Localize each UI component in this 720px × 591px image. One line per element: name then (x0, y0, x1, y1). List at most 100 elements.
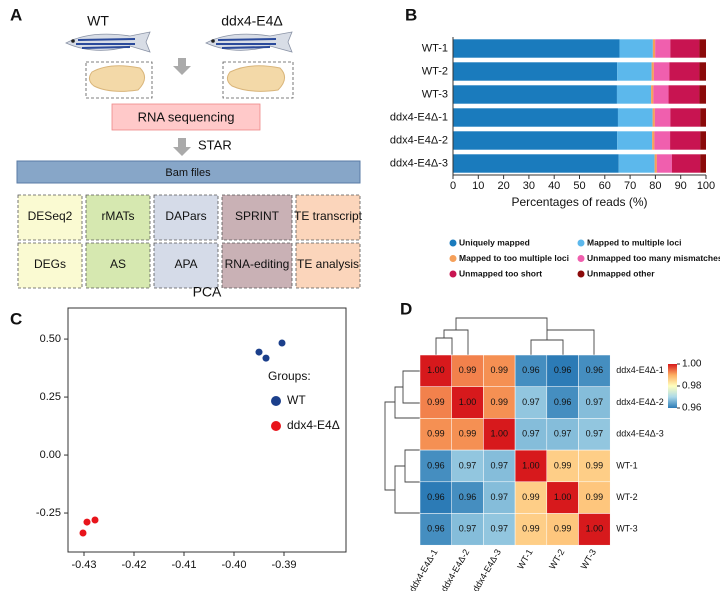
panel-a: A WT ddx4-E4Δ RNA sequencing STAR Bam fi… (10, 5, 363, 289)
x-tick-label: 30 (523, 180, 535, 192)
colorbar-label: 1.00 (682, 359, 702, 370)
heat-cell (578, 513, 611, 546)
heat-cell (451, 513, 484, 546)
y-tick-label: -0.25 (36, 507, 61, 519)
bar-segment (699, 39, 706, 58)
cell-label: 0.99 (490, 397, 508, 407)
cell-label: 0.97 (586, 397, 604, 407)
bar-segment (699, 85, 706, 104)
cell-label: 0.99 (427, 429, 445, 439)
legend-label: Unmapped too short (459, 268, 542, 278)
row-label: ddx4-E4Δ-1 (616, 365, 664, 375)
bar-segment (700, 154, 706, 173)
bar-segment (671, 154, 701, 173)
heat-cell (578, 449, 611, 483)
x-tick-label: 80 (649, 180, 661, 192)
column-label: ddx4-E4Δ-3 (471, 547, 503, 591)
cell-label: 1.00 (554, 492, 572, 502)
tool-box (295, 194, 361, 241)
x-tick-label: 10 (472, 180, 484, 192)
cell-label: 0.97 (554, 429, 572, 439)
bar-segment (617, 108, 653, 127)
tool-label: DAPars (165, 209, 206, 223)
cell-label: 0.99 (459, 429, 477, 439)
chart-title: PCA (193, 284, 222, 300)
row-label: WT-3 (616, 524, 638, 534)
tool-label: DEGs (34, 257, 66, 271)
cell-label: 0.97 (459, 460, 477, 470)
cell-label: 0.99 (522, 524, 540, 534)
panel-label: B (405, 5, 417, 24)
column-label: ddx4-E4Δ-1 (407, 547, 439, 591)
cell-label: 0.97 (490, 524, 508, 534)
legend-label: ddx4-E4Δ (287, 418, 340, 432)
row-label: ddx4-E4Δ-2 (616, 397, 664, 407)
bar-segment (652, 39, 656, 58)
tool-label: APA (174, 257, 197, 271)
heat-cell (578, 481, 611, 514)
y-tick-label: 0.00 (40, 449, 61, 461)
heat-cell (483, 449, 516, 483)
cell-label: 0.96 (554, 397, 572, 407)
arrow (173, 58, 191, 75)
column-label: ddx4-E4Δ-2 (439, 547, 471, 591)
heat-cell (546, 513, 579, 546)
bar-segment (700, 131, 706, 150)
heat-cell (546, 449, 579, 483)
cell-label: 0.97 (459, 524, 477, 534)
bar-segment (668, 85, 700, 104)
panel-label: D (400, 299, 412, 318)
legend-label: Unmapped too many mismatches (587, 253, 720, 263)
heat-cell (514, 354, 548, 387)
heat-cell (483, 513, 516, 546)
fish (65, 31, 293, 53)
aligner-label: STAR (198, 137, 232, 152)
heat-cell (419, 418, 452, 451)
cell-label: 0.97 (490, 492, 508, 502)
dendrogram (384, 317, 595, 514)
tool-box (153, 242, 219, 289)
tissue-box (85, 61, 153, 99)
bar-segment (654, 108, 671, 127)
bar-segment (453, 131, 618, 150)
cell-label: 1.00 (427, 365, 445, 375)
cell-label: 0.96 (427, 524, 445, 534)
sequencing-box (111, 103, 261, 131)
cell-label: 1.00 (490, 429, 508, 439)
y-tick-label: 0.25 (40, 391, 61, 403)
bar-segment (654, 154, 657, 173)
heat-cell (419, 513, 452, 546)
tool-box (295, 242, 361, 289)
legend-swatch (449, 239, 457, 247)
tool-label: rMATs (101, 209, 134, 223)
heat-cell (514, 449, 548, 483)
tool-box (221, 242, 293, 289)
bar-segment (453, 108, 618, 127)
y-tick-label: WT-1 (422, 42, 448, 54)
legend-swatch (577, 270, 585, 278)
tool-box (85, 242, 151, 289)
column-label: WT-1 (515, 547, 534, 571)
row-label: WT-2 (616, 492, 638, 502)
tool-grid: DESeq2 rMATs DAPars SPRINT TE transcript DEGs… (17, 194, 363, 289)
tissue-box (222, 61, 294, 99)
arrow (173, 138, 191, 156)
heat-cell (546, 418, 579, 451)
heat-cell (451, 386, 484, 419)
x-tick-label: 20 (497, 180, 509, 192)
cell-label: 0.99 (554, 460, 572, 470)
bar-segment (652, 108, 655, 127)
x-tick-label: 70 (624, 180, 636, 192)
x-tick-label: -0.43 (71, 559, 96, 571)
cell-label: 0.96 (586, 365, 604, 375)
tool-label: TE analysis (297, 257, 359, 271)
legend-label: WT (287, 393, 306, 407)
heat-cell (451, 481, 484, 514)
sequencing-label: RNA sequencing (138, 109, 235, 124)
tool-box (153, 194, 219, 241)
tool-label: RNA-editing (225, 257, 290, 271)
heat-cell (514, 481, 548, 514)
cell-label: 0.99 (459, 365, 477, 375)
y-tick-label: WT-2 (422, 65, 448, 77)
